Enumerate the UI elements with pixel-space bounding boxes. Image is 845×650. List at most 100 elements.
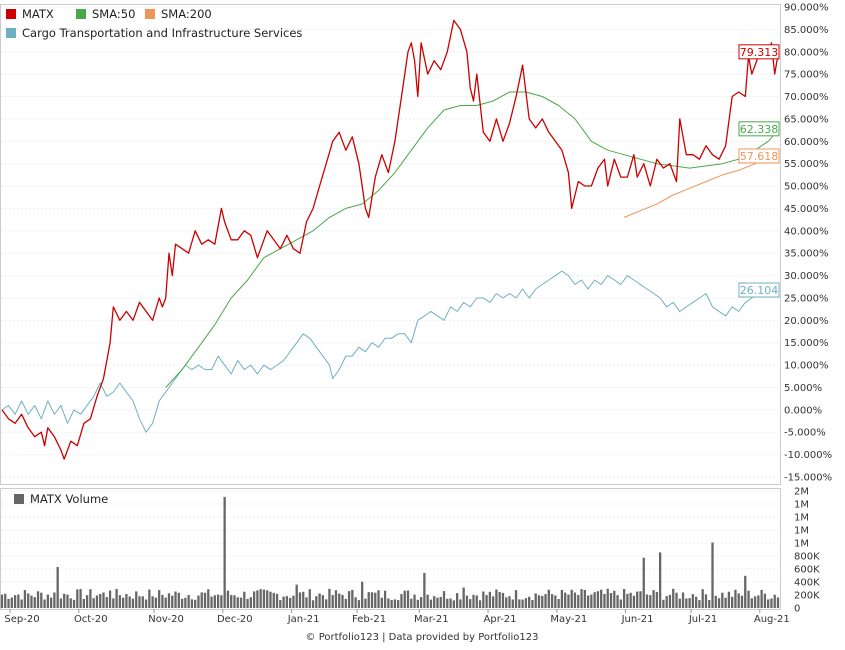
volume-bar (43, 599, 46, 608)
volume-bar (275, 593, 279, 608)
volume-plot-area (0, 488, 781, 610)
volume-bar (249, 597, 252, 608)
volume-bar (177, 592, 180, 608)
volume-bar (4, 593, 7, 608)
volume-bar (128, 596, 131, 608)
volume-bar (141, 596, 144, 608)
volume-bar (626, 593, 629, 608)
volume-bar (292, 595, 295, 608)
volume-bar (681, 592, 685, 608)
svg-text:57.618: 57.618 (740, 150, 779, 163)
volume-bar (636, 591, 639, 608)
y-tick-label: 50.000% (784, 182, 829, 193)
volume-bar (672, 588, 675, 608)
volume-bar (118, 595, 122, 608)
volume-bar (341, 594, 344, 608)
volume-bar (642, 557, 645, 608)
volume-bar (403, 590, 406, 608)
volume-bar (390, 600, 393, 608)
legend: MATX SMA:50 SMA:200 Cargo Transportation… (6, 7, 302, 40)
volume-bar (531, 600, 534, 608)
legend-swatch-industry (6, 28, 16, 38)
volume-bar (53, 592, 56, 608)
volume-bar (567, 594, 570, 608)
volume-bar (56, 567, 59, 608)
volume-bar (79, 589, 82, 608)
volume-bar (658, 552, 662, 608)
volume-bar (410, 598, 413, 608)
volume-bar (269, 591, 272, 608)
volume-bar (655, 591, 658, 608)
y-tick-label: 45.000% (784, 204, 829, 215)
legend-swatch-sma200 (145, 9, 155, 19)
volume-y-tick-label: 0 (794, 604, 800, 615)
x-tick-label: May-21 (550, 614, 587, 625)
volume-bar (557, 599, 560, 608)
volume-bar (239, 597, 243, 608)
volume-bar (27, 593, 30, 608)
volume-bar (747, 590, 750, 608)
volume-bar (423, 572, 426, 608)
y-tick-label: 85.000% (784, 25, 829, 36)
volume-bar (158, 590, 161, 608)
volume-bar (361, 581, 364, 608)
x-axis-ticks: Sep-20 Oct-20 Nov-20 Dec-20 Jan-21 Feb-21 Mar-… (4, 609, 790, 625)
volume-bar (429, 599, 433, 608)
volume-bar (770, 598, 773, 608)
volume-y-tick-label: 600K (794, 565, 820, 576)
y-tick-label: 80.000% (784, 47, 829, 58)
volume-bar (452, 600, 455, 608)
volume-bar (547, 589, 550, 608)
volume-bar (662, 599, 665, 608)
volume-bar (20, 599, 23, 608)
x-tick-label: Mar-21 (414, 614, 449, 625)
volume-bar (194, 599, 197, 608)
volume-bar (161, 594, 164, 608)
volume-bar (305, 597, 308, 608)
volume-bar (731, 596, 734, 608)
volume-bar (649, 595, 652, 608)
y-tick-label: -5.000% (784, 428, 826, 439)
volume-bar (753, 596, 757, 608)
volume-bar (122, 597, 125, 608)
volume-y-tick-label: 400K (794, 578, 820, 589)
volume-bar (151, 596, 154, 608)
volume-bar (763, 593, 767, 608)
volume-bar (482, 591, 485, 608)
price-gridlines (1, 6, 780, 478)
volume-bar (596, 591, 600, 608)
volume-bar (180, 598, 184, 608)
volume-bar (144, 599, 148, 608)
volume-bar (10, 597, 13, 608)
volume-bar (541, 596, 544, 608)
y-axis-ticks: 90.000% 85.000% 80.000% 75.000% 70.000% 65.00… (784, 3, 832, 484)
volume-bar (102, 592, 105, 608)
volume-bar (262, 589, 266, 608)
volume-bar (82, 599, 85, 608)
volume-bar (279, 600, 282, 608)
volume-bar (501, 592, 505, 608)
volume-bar (717, 598, 721, 608)
volume-bar (171, 595, 174, 608)
volume-bar (459, 599, 462, 608)
volume-bar (577, 595, 580, 608)
volume-bar (632, 595, 636, 608)
volume-bar (675, 592, 678, 608)
volume-bar (213, 595, 216, 608)
volume-bar (315, 596, 318, 608)
volume-bar (354, 597, 357, 608)
sma50-line (165, 91, 779, 388)
volume-bar (698, 600, 701, 608)
volume-bar (767, 599, 770, 608)
volume-gridlines (1, 490, 780, 609)
volume-bar (69, 598, 72, 608)
volume-bar (528, 596, 531, 608)
x-tick-label: Oct-20 (74, 614, 108, 625)
volume-bar (613, 590, 616, 608)
volume-bar (174, 591, 177, 608)
volume-bar (190, 599, 194, 608)
volume-bar (616, 595, 619, 608)
volume-bar (33, 597, 36, 608)
volume-bar (246, 598, 249, 608)
volume-bar (85, 595, 89, 608)
